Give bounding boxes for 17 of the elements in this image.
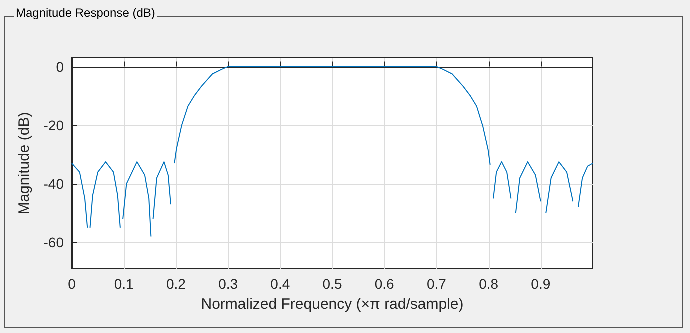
y-tick-label: -60 — [44, 234, 64, 251]
chart-title: Magnitude Response (dB) — [14, 6, 158, 20]
x-tick-label: 0.4 — [270, 276, 290, 292]
x-tick-label: 0.3 — [218, 276, 238, 292]
x-axis-title: Normalized Frequency (×π rad/sample) — [201, 296, 464, 313]
x-tick-label: 0 — [68, 276, 76, 292]
x-tick-label: 0.1 — [114, 276, 134, 292]
y-tick-label: -40 — [44, 176, 64, 192]
x-tick-label: 0.7 — [426, 276, 447, 292]
x-tick-label: 0.5 — [322, 276, 342, 292]
x-tick-label: 0.2 — [166, 276, 186, 292]
y-tick-label: 0 — [56, 58, 64, 75]
x-tick-label: 0.8 — [479, 276, 499, 292]
y-tick-label: -20 — [44, 117, 64, 134]
x-tick-label: 0.6 — [374, 276, 395, 292]
x-tick-label: 0.9 — [531, 276, 551, 292]
y-axis-title: Magnitude (dB) — [16, 112, 33, 215]
